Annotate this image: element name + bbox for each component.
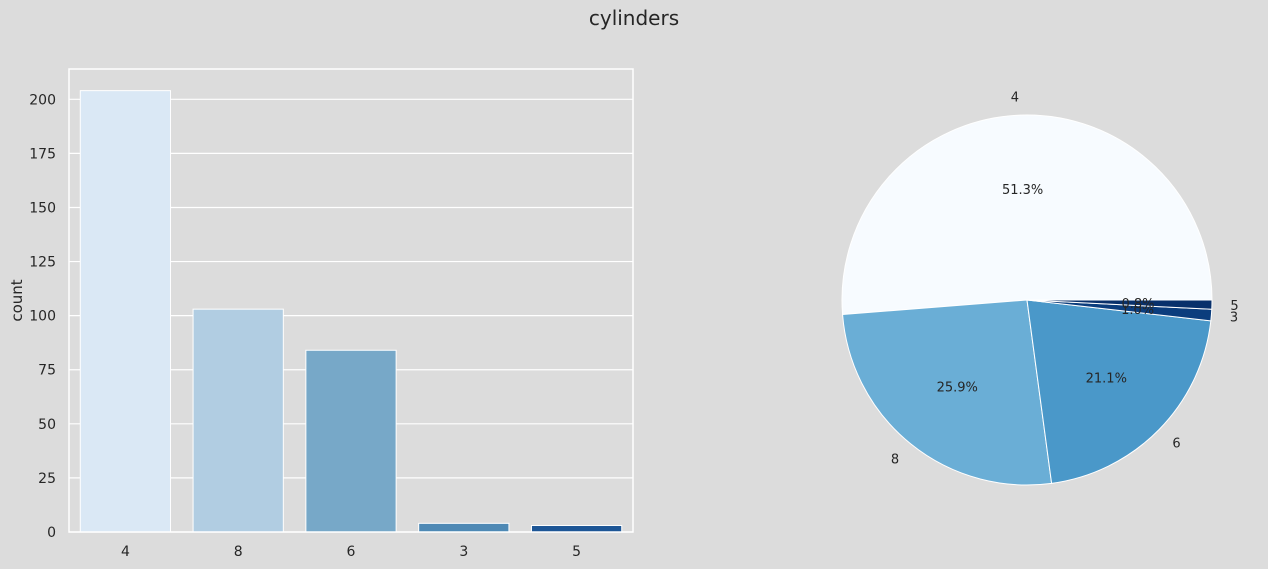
pie-percent-label: 21.1% [1086,372,1127,387]
x-tick-label: 5 [572,544,581,560]
pie-label: 6 [1172,436,1180,451]
y-tick-label: 200 [29,92,56,108]
y-tick-label: 125 [29,255,56,271]
pie-label: 5 [1230,299,1238,314]
bar-8 [192,308,284,533]
y-tick-label: 50 [38,417,56,433]
x-tick-label: 4 [121,544,130,560]
y-axis-label: count [8,279,26,321]
bar-3 [418,522,510,533]
bar-chart: 0 25 50 75 100 125 150 175 200 4 8 6 3 5 count [8,68,634,560]
bar-5 [530,525,623,533]
y-tick-label: 25 [38,471,56,487]
bar-frame [68,68,634,533]
pie-percent-label: 51.3% [1002,183,1043,198]
pie-slice-6 [1026,299,1212,484]
pie-label: 4 [1011,91,1019,106]
pie-percent-label: 0.8% [1121,297,1154,312]
pie-slice-5 [1026,299,1213,310]
pie-label: 3 [1230,311,1238,326]
y-tick-label: 100 [29,309,56,325]
x-tick-label: 6 [347,544,356,560]
bar-6 [305,349,397,533]
pie-chart: 4 51.3% 8 25.9% 6 21.1% 3 1.0% 5 0.8% [841,91,1239,486]
x-tick-label: 3 [459,544,468,560]
pie-slice-8 [842,299,1053,486]
bar-4 [79,90,172,533]
pie-slice-4 [841,114,1213,316]
y-tick-label: 175 [29,146,56,162]
y-tick-label: 75 [38,363,56,379]
figure-title: cylinders [588,6,680,30]
y-tick-label: 0 [47,525,56,541]
x-tick-label: 8 [234,544,243,560]
pie-percent-label: 25.9% [937,380,978,395]
y-tick-label: 150 [29,200,56,216]
pie-percent-label: 1.0% [1121,303,1154,318]
pie-label: 8 [891,452,899,467]
